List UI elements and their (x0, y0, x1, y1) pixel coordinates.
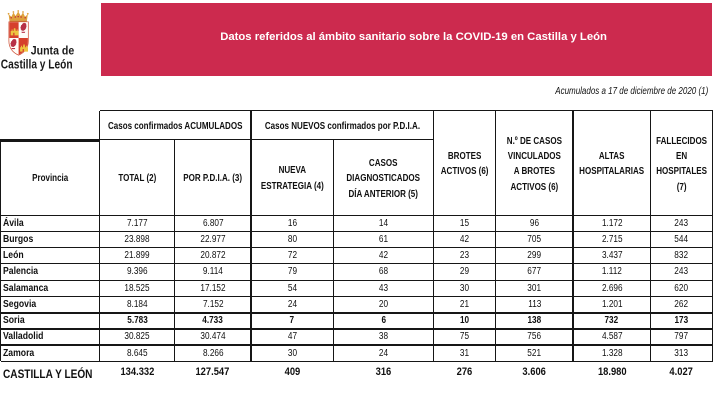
svg-text:Junta de: Junta de (31, 44, 75, 57)
svg-text:Castilla y León: Castilla y León (1, 57, 73, 72)
